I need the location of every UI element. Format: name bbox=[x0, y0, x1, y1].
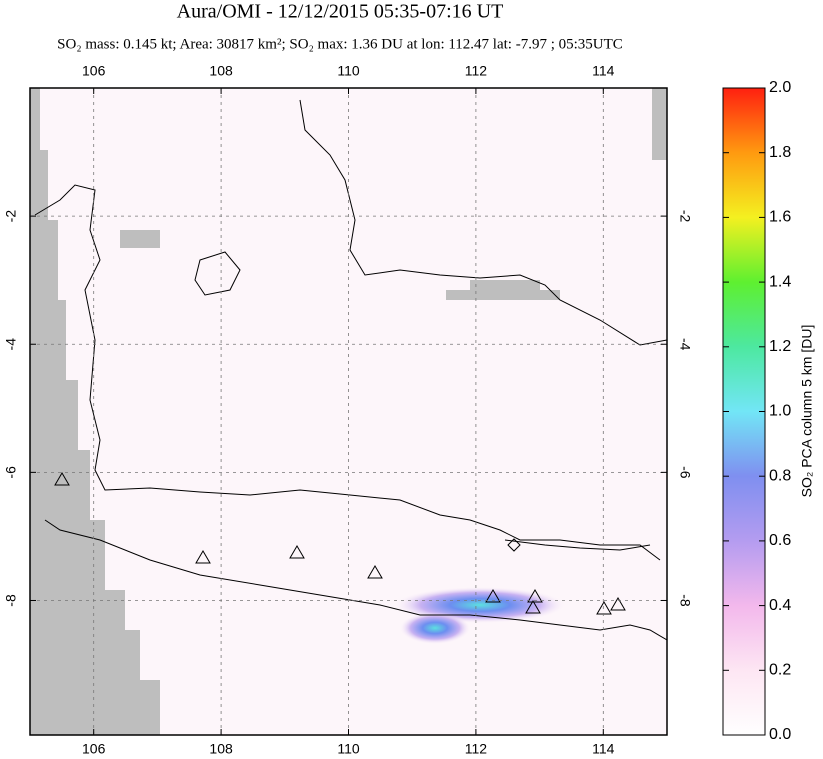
colorbar-tick-label: 1.6 bbox=[769, 209, 791, 226]
no-data-area bbox=[120, 230, 160, 248]
coastline bbox=[299, 99, 667, 346]
x-tick-label: 114 bbox=[592, 63, 615, 79]
y-tick-label: -8 bbox=[677, 594, 693, 607]
coastline bbox=[504, 539, 651, 551]
colorbar-tick-label: 2.0 bbox=[769, 79, 791, 96]
colorbar-tick-label: 0.6 bbox=[769, 532, 791, 549]
y-tick-label: -4 bbox=[3, 338, 19, 351]
coastline bbox=[34, 184, 661, 561]
colorbar-tick-label: 0.4 bbox=[769, 597, 791, 614]
coastline bbox=[44, 519, 667, 641]
subtitle: SO₂ mass: 0.145 kt; Area: 30817 km²; SO₂… bbox=[57, 36, 623, 52]
no-data-area bbox=[30, 88, 160, 735]
x-tick-label: 108 bbox=[209, 741, 233, 757]
x-tick-label: 114 bbox=[592, 741, 615, 757]
x-tick-label: 110 bbox=[337, 63, 360, 79]
y-tick-label: -8 bbox=[3, 594, 19, 607]
colorbar-tick-label: 1.0 bbox=[769, 403, 791, 420]
colorbar-tick-label: 0.8 bbox=[769, 467, 791, 484]
colorbar-label: SO₂ PCA column 5 km [DU] bbox=[799, 325, 815, 498]
x-tick-label: 108 bbox=[209, 63, 233, 79]
x-tick-label: 112 bbox=[465, 63, 488, 79]
y-tick-label: -2 bbox=[677, 210, 693, 223]
colorbar-tick-label: 0.0 bbox=[769, 726, 791, 743]
colorbar-tick-label: 1.4 bbox=[769, 273, 791, 290]
colorbar-tick-label: 1.2 bbox=[769, 338, 791, 355]
y-tick-label: -2 bbox=[3, 210, 19, 223]
colorbar bbox=[722, 87, 766, 736]
coastline bbox=[194, 251, 241, 296]
title: Aura/OMI - 12/12/2015 05:35-07:16 UT bbox=[177, 1, 504, 23]
volcano-markers bbox=[54, 472, 626, 615]
colorbar-tick-label: 0.2 bbox=[769, 662, 791, 679]
colorbar-tick-label: 1.8 bbox=[769, 144, 791, 161]
x-tick-label: 112 bbox=[465, 741, 488, 757]
x-tick-label: 110 bbox=[337, 741, 360, 757]
y-tick-label: -6 bbox=[3, 466, 19, 479]
so2-plume bbox=[400, 612, 470, 644]
x-tick-label: 106 bbox=[82, 63, 106, 79]
y-tick-label: -6 bbox=[677, 466, 693, 479]
y-tick-label: -4 bbox=[677, 338, 693, 351]
x-tick-label: 106 bbox=[82, 741, 106, 757]
